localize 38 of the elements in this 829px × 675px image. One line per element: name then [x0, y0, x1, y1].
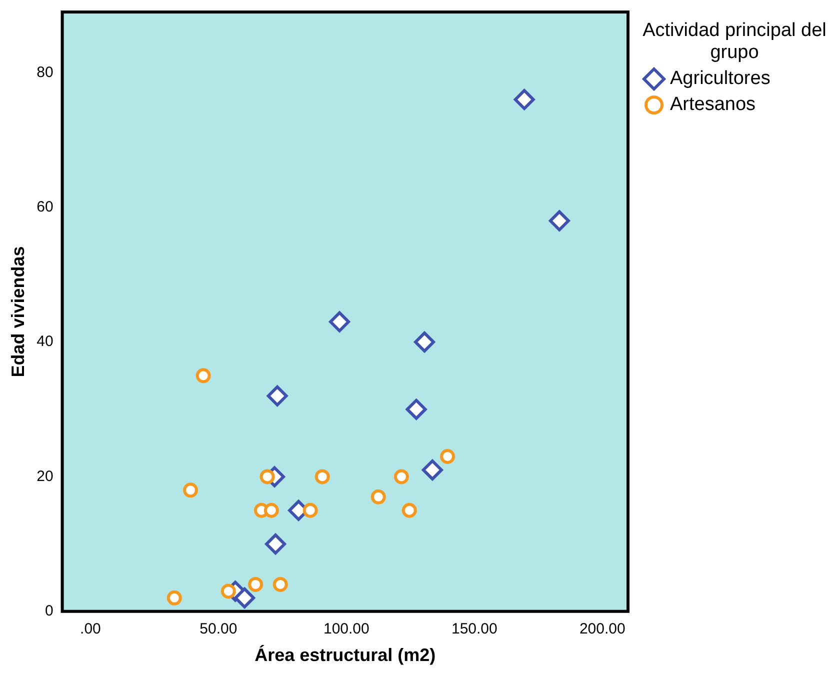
legend-label: Agricultores	[670, 68, 770, 90]
point	[234, 587, 256, 608]
y-tick-label: 40	[36, 333, 54, 350]
point	[220, 584, 236, 599]
x-tick-label: .00	[80, 620, 101, 638]
y-tick-label: 0	[44, 602, 54, 620]
point	[183, 482, 198, 498]
point	[265, 534, 286, 555]
y-tick-label: 80	[36, 64, 54, 81]
x-tick-label: 100.00	[323, 620, 370, 638]
x-tick-label: 150.00	[451, 620, 498, 638]
point	[260, 469, 275, 484]
legend-label: Artesanos	[670, 94, 756, 116]
y-tick-label: 60	[36, 198, 54, 216]
legend-title: Actividad principal del grupo	[642, 20, 827, 64]
point	[314, 469, 330, 484]
point	[394, 469, 409, 484]
x-tick-label: 50.00	[200, 620, 238, 638]
point	[422, 459, 443, 480]
point	[329, 311, 350, 332]
y-tick-label: 20	[36, 468, 54, 485]
y-axis-title: Edad viviendas	[8, 246, 28, 378]
point	[272, 576, 288, 592]
point	[370, 489, 386, 504]
point	[548, 210, 570, 232]
point	[440, 449, 456, 464]
x-axis-title: Área estructural (m2)	[254, 645, 436, 666]
point	[402, 502, 417, 518]
point	[166, 590, 182, 606]
point	[266, 385, 288, 406]
point	[406, 398, 427, 420]
point	[302, 502, 318, 518]
point	[514, 89, 535, 110]
point	[248, 576, 264, 592]
point	[196, 368, 211, 384]
x-tick-label: 200.00	[579, 620, 626, 638]
point	[414, 332, 435, 353]
point	[264, 502, 279, 518]
